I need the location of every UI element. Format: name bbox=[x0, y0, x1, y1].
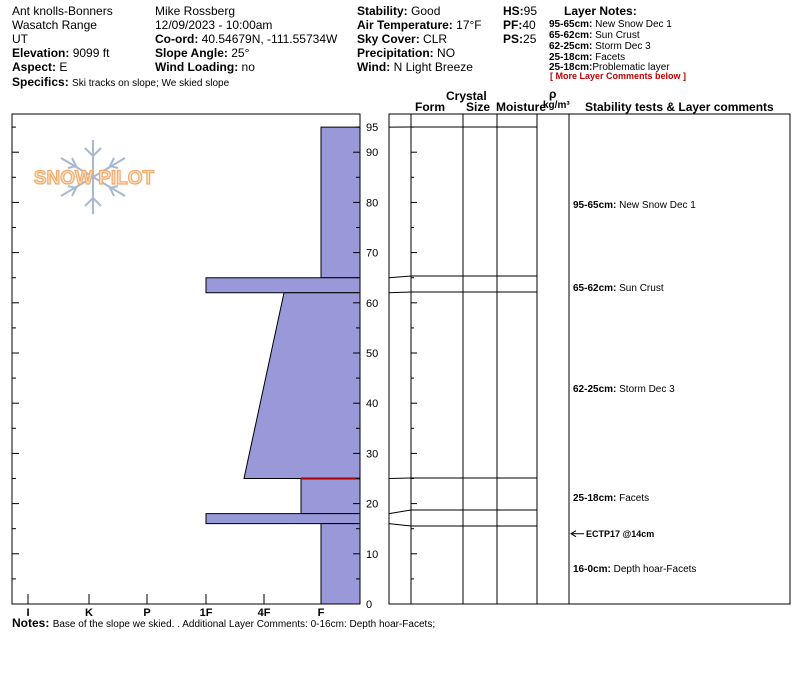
location: Ant knolls-Bonners bbox=[12, 4, 113, 18]
pf: PF:40 bbox=[503, 18, 536, 32]
state: UT bbox=[12, 32, 28, 46]
hardness-layer bbox=[205, 277, 361, 294]
layer-note: 25-18cm:Problematic layer bbox=[549, 62, 670, 73]
layer-grid-frame bbox=[388, 113, 791, 605]
depth-label: 0 bbox=[366, 599, 372, 611]
header-density: kg/m³ bbox=[543, 100, 570, 111]
elevation: Elevation: 9099 ft bbox=[12, 46, 110, 60]
x-tick-label: F bbox=[318, 607, 325, 619]
header-rho: ρ bbox=[549, 87, 557, 101]
layer-note: 25-18cm: Facets bbox=[549, 52, 626, 63]
depth-label: 40 bbox=[366, 398, 378, 410]
hardness-layer bbox=[243, 292, 361, 479]
wind: Wind: N Light Breeze bbox=[357, 60, 473, 74]
range: Wasatch Range bbox=[12, 18, 97, 32]
hardness-layer bbox=[300, 478, 361, 515]
x-tick-label: I bbox=[26, 607, 29, 619]
depth-label: 10 bbox=[366, 549, 378, 561]
depth-label: 70 bbox=[366, 248, 378, 260]
observer-name: Mike Rossberg bbox=[155, 4, 236, 18]
layer-comment: 95-65cm: New Snow Dec 1 bbox=[573, 200, 696, 211]
snowpilot-wordmark: SNOW PILOT bbox=[34, 168, 155, 189]
arrow-head-icon bbox=[570, 530, 577, 538]
layer-boundary-line bbox=[388, 509, 537, 515]
specifics: Specifics: Ski tracks on slope; We skied… bbox=[12, 75, 230, 89]
hardness-layer bbox=[205, 513, 361, 525]
header-form: Form bbox=[415, 100, 445, 114]
depth-label: 50 bbox=[366, 348, 378, 360]
hardness-layer bbox=[320, 523, 361, 605]
header-size: Size bbox=[466, 100, 491, 114]
layer-notes-title: Layer Notes: bbox=[564, 4, 637, 18]
wind-loading: Wind Loading: no bbox=[155, 60, 255, 74]
layer-note: 62-25cm: Storm Dec 3 bbox=[549, 41, 651, 52]
header-crystal: Crystal bbox=[446, 89, 487, 103]
layer-note: 95-65cm: New Snow Dec 1 bbox=[549, 19, 672, 30]
x-tick-label: P bbox=[143, 607, 150, 619]
snowflake-icon bbox=[60, 140, 126, 214]
layer-comment: 16-0cm: Depth hoar-Facets bbox=[573, 564, 697, 575]
air-temperature: Air Temperature: 17°F bbox=[357, 18, 482, 32]
ps: PS:25 bbox=[503, 32, 537, 46]
stability: Stability: Good bbox=[357, 4, 441, 18]
layer-comment: 65-62cm: Sun Crust bbox=[573, 283, 664, 294]
depth-label: 90 bbox=[366, 147, 378, 159]
sky-cover: Sky Cover: CLR bbox=[357, 32, 448, 46]
header-stability-tests: Stability tests & Layer comments bbox=[585, 100, 774, 114]
coordinates: Co-ord: 40.54679N, -111.55734W bbox=[155, 32, 338, 46]
depth-label: 30 bbox=[366, 448, 378, 460]
aspect: Aspect: E bbox=[12, 60, 68, 74]
layer-boundary-line bbox=[388, 523, 537, 527]
observation-datetime: 12/09/2023 - 10:00am bbox=[155, 18, 273, 32]
x-tick-label: 1F bbox=[200, 607, 213, 619]
slope-angle: Slope Angle: 25° bbox=[155, 46, 250, 60]
depth-label: 80 bbox=[366, 197, 378, 209]
layer-comment: 25-18cm: Facets bbox=[573, 493, 650, 504]
hs: HS:95 bbox=[503, 4, 538, 18]
precipitation: Precipitation: NO bbox=[357, 46, 456, 60]
layer-comment: 62-25cm: Storm Dec 3 bbox=[573, 384, 675, 395]
layer-note: 65-62cm: Sun Crust bbox=[549, 30, 640, 41]
more-layer-comments: [ More Layer Comments below ] bbox=[550, 71, 687, 81]
x-tick-label: K bbox=[85, 607, 93, 619]
notes: Notes: Base of the slope we skied. . Add… bbox=[12, 616, 436, 630]
layer-boundary-line bbox=[388, 477, 537, 479]
depth-label: 60 bbox=[366, 298, 378, 310]
stability-test-result: ECTP17 @14cm bbox=[586, 529, 655, 539]
hardness-chart-frame bbox=[11, 113, 361, 605]
x-tick-label: 4F bbox=[258, 607, 271, 619]
layer-boundary-line bbox=[388, 275, 537, 279]
header-moisture: Moisture bbox=[496, 100, 547, 114]
layer-boundary-line bbox=[388, 291, 537, 294]
depth-label: 95 bbox=[366, 122, 378, 134]
depth-label: 20 bbox=[366, 499, 378, 511]
